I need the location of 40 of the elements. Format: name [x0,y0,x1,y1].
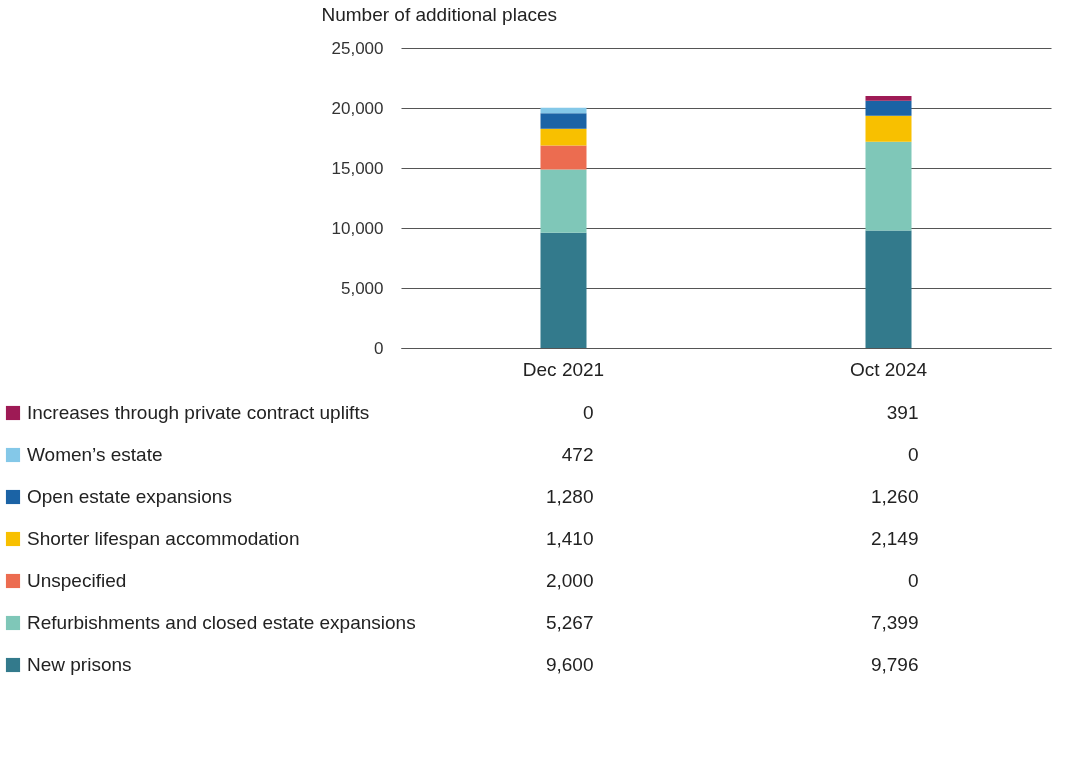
data-label: 5,267 [545,612,594,633]
legend-label: Open estate expansions [27,486,232,507]
data-label: 1,260 [870,486,919,507]
legend-label: Shorter lifespan accommodation [27,528,300,549]
data-label: 472 [561,444,594,465]
bar [540,113,587,129]
y-tick-label: 20,000 [331,98,384,118]
y-tick-label: 15,000 [331,158,384,178]
legend-label: Women’s estate [27,444,163,465]
bar [540,169,587,233]
data-label: 2,000 [545,570,594,591]
data-label: 0 [582,402,594,423]
legend-label: Increases through private contract uplifts [27,402,370,423]
data-label: 1,280 [545,486,594,507]
data-label: 9,796 [870,654,919,675]
y-tick-label: 0 [374,338,384,358]
data-label: 1,410 [545,528,594,549]
bar [865,115,912,142]
data-label: 7,399 [870,612,919,633]
bar [865,100,912,116]
bar [540,145,587,170]
legend-label: Unspecified [27,570,127,591]
bar [865,230,912,348]
bar [865,96,912,101]
bar [540,128,587,146]
legend-label: New prisons [27,654,132,675]
data-label: 9,600 [545,654,594,675]
bar [540,232,587,348]
data-label: 0 [907,570,919,591]
y-tick-label: 25,000 [331,38,384,58]
bar [865,141,912,231]
y-tick-label: 5,000 [340,278,384,298]
x-tick-label: Dec 2021 [522,358,605,380]
data-label: 2,149 [870,528,919,549]
y-tick-label: 10,000 [331,218,384,238]
legend-label: Refurbishments and closed estate expansions [27,612,416,633]
y-axis-title: Number of additional places [321,3,558,25]
data-label: 0 [907,444,919,465]
x-tick-label: Oct 2024 [849,358,928,380]
data-label: 391 [886,402,919,423]
